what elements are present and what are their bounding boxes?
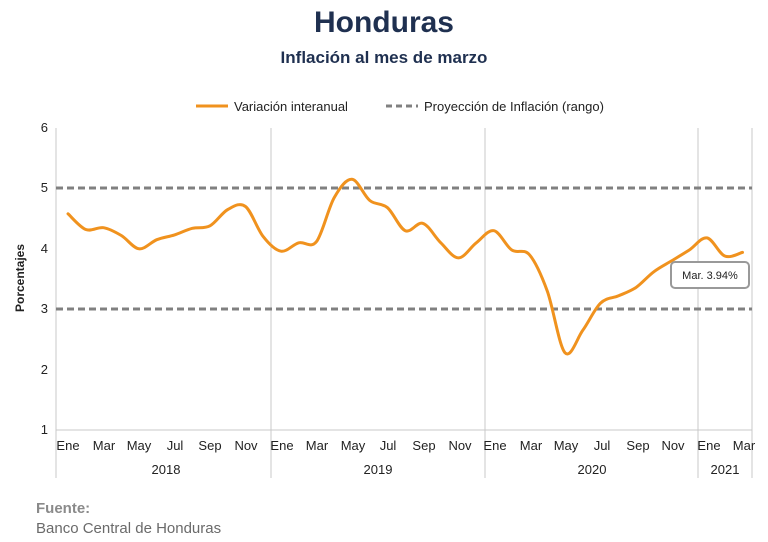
plot-grid <box>55 128 753 478</box>
y-axis: 1 2 3 4 5 6 <box>41 120 48 437</box>
y-tick-label: 6 <box>41 120 48 135</box>
y-tick-label: 3 <box>41 301 48 316</box>
x-tick-label: Sep <box>198 438 221 453</box>
y-tick-label: 1 <box>41 422 48 437</box>
x-tick-label: May <box>554 438 579 453</box>
x-tick-label: Mar <box>520 438 543 453</box>
x-tick-label: Ene <box>483 438 506 453</box>
x-axis-years: 2018 2019 2020 2021 <box>152 462 740 477</box>
x-tick-label: Nov <box>448 438 472 453</box>
x-axis-months: Ene Mar May Jul Sep Nov Ene Mar May Jul … <box>56 438 755 453</box>
series-line-interanual <box>66 177 744 356</box>
x-tick-label: Nov <box>661 438 685 453</box>
x-tick-label: Sep <box>412 438 435 453</box>
legend-label-interanual: Variación interanual <box>234 99 348 114</box>
x-tick-label: Mar <box>306 438 329 453</box>
y-tick-label: 2 <box>41 362 48 377</box>
source-label: Fuente: <box>36 500 91 517</box>
x-tick-label: Mar <box>93 438 116 453</box>
legend-label-proyeccion: Proyección de Inflación (rango) <box>424 99 604 114</box>
x-tick-label: May <box>341 438 366 453</box>
y-tick-label: 4 <box>41 241 48 256</box>
source-text: Banco Central de Honduras <box>36 520 222 537</box>
year-label: 2021 <box>711 462 740 477</box>
chart-title: Honduras <box>313 6 454 39</box>
year-label: 2018 <box>152 462 181 477</box>
x-tick-label: May <box>127 438 152 453</box>
x-tick-label: Ene <box>270 438 293 453</box>
legend: Variación interanual Proyección de Infla… <box>196 99 604 114</box>
x-tick-label: Jul <box>167 438 184 453</box>
x-tick-label: Sep <box>626 438 649 453</box>
year-label: 2019 <box>364 462 393 477</box>
x-tick-label: Nov <box>234 438 258 453</box>
year-label: 2020 <box>578 462 607 477</box>
annotation-text: Mar. 3.94% <box>682 270 738 282</box>
y-tick-label: 5 <box>41 180 48 195</box>
x-tick-label: Ene <box>56 438 79 453</box>
annotation-callout: Mar. 3.94% <box>670 261 750 289</box>
x-tick-label: Jul <box>594 438 611 453</box>
x-tick-label: Jul <box>380 438 397 453</box>
annotation-box <box>670 261 750 289</box>
chart-subtitle: Inflación al mes de marzo <box>280 48 488 67</box>
y-axis-title: Porcentajes <box>13 244 27 312</box>
x-tick-label: Mar <box>733 438 756 453</box>
x-tick-label: Ene <box>697 438 720 453</box>
